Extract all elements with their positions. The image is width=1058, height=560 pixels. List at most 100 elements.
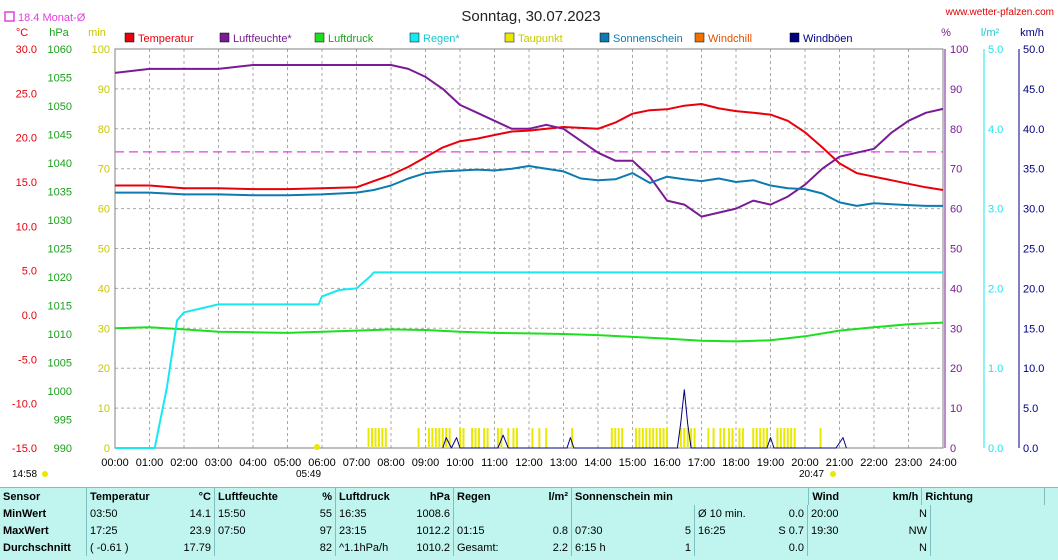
sunshine-bar — [545, 428, 547, 448]
stats-cell — [215, 539, 300, 556]
legend-label: Luftfeuchte* — [233, 33, 292, 45]
sunshine-bar — [776, 428, 778, 448]
hdr-temperature: Temperatur — [87, 488, 174, 505]
sunshine-bar — [475, 428, 477, 448]
wind-tick-label: 30.0 — [1023, 204, 1044, 216]
pressure-tick-label: 1045 — [48, 130, 72, 142]
pressure-tick-label: 990 — [54, 443, 72, 455]
x-tick-label: 07:00 — [343, 457, 371, 469]
legend-label: Taupunkt — [518, 33, 563, 45]
sunshine-bar — [438, 428, 440, 448]
hdr-direction: Richtung — [922, 488, 979, 505]
stats-cell: 97 — [299, 522, 336, 539]
hdr-rain: Regen — [454, 488, 531, 505]
stats-cell: 23:15 — [336, 522, 413, 539]
minutes-tick-label: 80 — [98, 124, 110, 136]
temp-tick-label: -5.0 — [18, 354, 37, 366]
temp-tick-label: 10.0 — [16, 221, 37, 233]
sunshine-bar — [642, 428, 644, 448]
stats-cell: NW — [864, 522, 931, 539]
stats-cell: N — [864, 539, 931, 556]
sunshine-bar — [752, 428, 754, 448]
sunshine-bar — [531, 428, 533, 448]
wind-tick-label: 5.0 — [1023, 403, 1038, 415]
stats-cell: S 0.7 — [761, 522, 808, 539]
pressure-tick-label: 1040 — [48, 158, 72, 170]
plot-area: 30.025.020.015.010.05.00.0-5.0-10.0-15.0… — [12, 44, 1045, 469]
stats-cell: MinWert — [0, 505, 87, 522]
hdr-wind: Wind — [809, 488, 876, 505]
pressure-tick-label: 1005 — [48, 358, 72, 370]
x-tick-label: 15:00 — [619, 457, 647, 469]
series-windben-line — [443, 390, 847, 448]
pressure-tick-label: 1025 — [48, 244, 72, 256]
hdr-sensor: Sensor — [0, 488, 87, 505]
sunshine-bar — [780, 428, 782, 448]
sunshine-bar — [418, 428, 420, 448]
stats-cell: 1012.2 — [412, 522, 454, 539]
legend-swatch — [505, 33, 514, 42]
sunshine-bar — [371, 428, 373, 448]
minutes-tick-label: 100 — [92, 44, 110, 56]
rain-tick-label: 0.0 — [988, 443, 1003, 455]
minutes-tick-label: 40 — [98, 283, 110, 295]
stats-cell: 01:15 — [454, 522, 531, 539]
minutes-tick-label: 0 — [104, 443, 110, 455]
weather-chart: Sonntag, 30.07.2023 www.wetter-pfalzen.c… — [0, 0, 1058, 487]
x-tick-label: 05:00 — [274, 457, 302, 469]
sunshine-bar — [471, 428, 473, 448]
temp-tick-label: 25.0 — [16, 88, 37, 100]
pressure-tick-label: 1035 — [48, 187, 72, 199]
stats-header-row: Sensor Temperatur °C Luftfeuchte % Luftd… — [0, 488, 1058, 505]
sunshine-bar — [663, 428, 665, 448]
sunshine-bar — [820, 428, 822, 448]
sunshine-bar — [763, 428, 765, 448]
sunshine-bar — [635, 428, 637, 448]
sunshine-bar — [614, 428, 616, 448]
unit-rain: l/m² — [981, 27, 1000, 39]
percent-tick-label: 90 — [950, 84, 962, 96]
sunshine-bar — [656, 428, 658, 448]
pressure-tick-label: 1030 — [48, 215, 72, 227]
sunshine-bar — [431, 428, 433, 448]
temp-min-time: 14:58 — [12, 469, 37, 480]
sunshine-bar — [638, 428, 640, 448]
x-tick-label: 12:00 — [515, 457, 543, 469]
rain-tick-label: 5.0 — [988, 44, 1003, 56]
x-tick-label: 16:00 — [653, 457, 681, 469]
stats-cell: N — [864, 505, 931, 522]
stats-cell — [653, 505, 695, 522]
sunshine-bar — [666, 428, 668, 448]
wind-tick-label: 20.0 — [1023, 283, 1044, 295]
stats-cell: 55 — [299, 505, 336, 522]
unit-pressure: hPa — [49, 27, 69, 39]
stats-cell: 0.0 — [761, 539, 808, 556]
legend-label: Windböen — [803, 33, 853, 45]
legend-swatch — [125, 33, 134, 42]
minutes-tick-label: 30 — [98, 323, 110, 335]
percent-tick-label: 100 — [950, 44, 968, 56]
temp-tick-label: 0.0 — [22, 310, 37, 322]
stats-cell — [572, 505, 654, 522]
stats-cell: 16:25 — [695, 522, 762, 539]
percent-tick-label: 60 — [950, 204, 962, 216]
x-tick-label: 24:00 — [929, 457, 957, 469]
stats-filler — [931, 505, 1058, 522]
source-link[interactable]: www.wetter-pfalzen.com — [945, 7, 1054, 18]
stats-cell: 16:35 — [336, 505, 413, 522]
percent-tick-label: 80 — [950, 124, 962, 136]
stats-cell: 1 — [653, 539, 695, 556]
chart-title: Sonntag, 30.07.2023 — [461, 8, 600, 25]
x-tick-label: 02:00 — [170, 457, 198, 469]
sunshine-bar — [683, 428, 685, 448]
rain-tick-label: 2.0 — [988, 283, 1003, 295]
sunshine-bar — [723, 428, 725, 448]
wind-tick-label: 0.0 — [1023, 443, 1038, 455]
legend-label: Sonnenschein — [613, 33, 683, 45]
hdr-humidity: Luftfeuchte — [215, 488, 300, 505]
sunshine-bar — [621, 428, 623, 448]
x-tick-label: 21:00 — [826, 457, 854, 469]
sunshine-bar — [719, 428, 721, 448]
x-tick-label: 03:00 — [205, 457, 233, 469]
minutes-tick-label: 60 — [98, 204, 110, 216]
